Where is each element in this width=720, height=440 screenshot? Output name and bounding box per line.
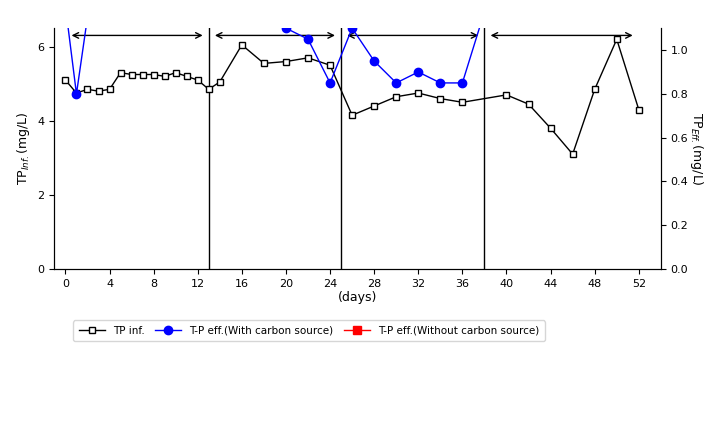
Y-axis label: TP$_{Eff.}$(mg/L): TP$_{Eff.}$(mg/L) (688, 112, 705, 186)
Legend: TP inf., T-P eff.(With carbon source), T-P eff.(Without carbon source): TP inf., T-P eff.(With carbon source), T… (73, 320, 545, 341)
X-axis label: (days): (days) (338, 291, 377, 304)
Y-axis label: TP$_{Inf.}$(mg/L): TP$_{Inf.}$(mg/L) (15, 112, 32, 185)
